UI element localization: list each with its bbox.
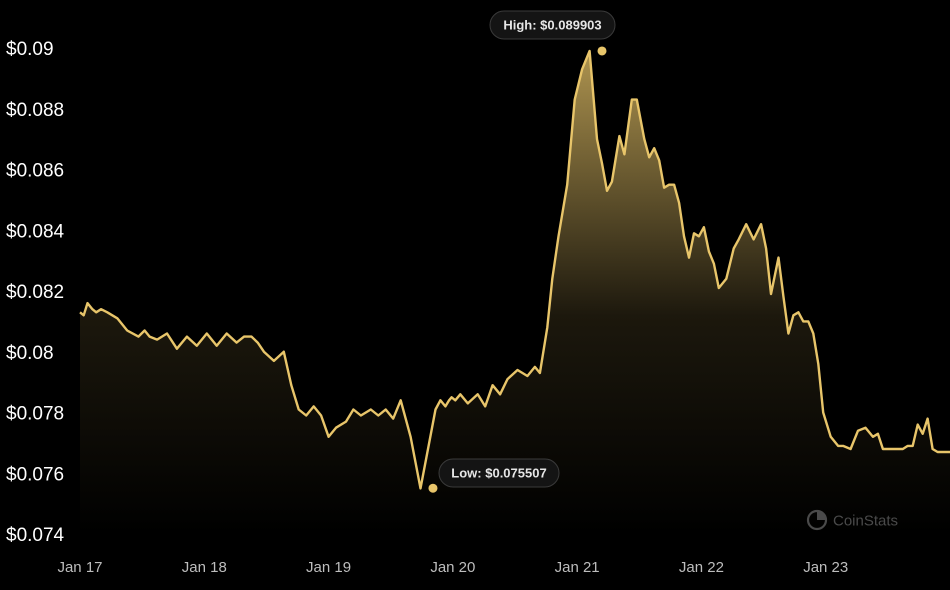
high-point-marker: [597, 46, 607, 56]
coinstats-watermark: CoinStats: [806, 509, 898, 531]
x-tick-label: Jan 21: [555, 559, 600, 576]
x-tick-label: Jan 19: [306, 559, 351, 576]
y-axis: $0.09 $0.088 $0.086 $0.084 $0.082 $0.08 $0.078…: [6, 39, 65, 546]
low-callout: Low: $0.075507: [428, 458, 560, 493]
high-callout-box: [489, 10, 616, 40]
y-tick-label: $0.078: [6, 404, 64, 425]
y-tick-label: $0.086: [6, 161, 64, 182]
x-tick-label: Jan 18: [182, 559, 227, 576]
y-tick-label: $0.074: [6, 525, 65, 546]
price-area-fill: [80, 51, 950, 534]
watermark-label: CoinStats: [833, 513, 898, 530]
y-tick-label: $0.084: [6, 221, 65, 242]
x-tick-label: Jan 23: [803, 559, 848, 576]
high-callout-label: High: $0.089903: [503, 18, 601, 33]
y-tick-label: $0.09: [6, 39, 54, 60]
x-axis: Jan 17 Jan 18 Jan 19 Jan 20 Jan 21 Jan 22 Jan …: [57, 559, 848, 576]
x-tick-label: Jan 17: [57, 559, 102, 576]
price-line: [79, 49, 950, 490]
x-tick-label: Jan 20: [430, 559, 475, 576]
x-tick-label: Jan 22: [679, 559, 724, 576]
coinstats-logo-icon: [806, 509, 828, 531]
y-tick-label: $0.08: [6, 343, 54, 364]
high-callout: High: $0.089903: [489, 10, 616, 56]
low-point-marker: [428, 483, 438, 493]
y-tick-label: $0.088: [6, 100, 64, 121]
y-tick-label: $0.082: [6, 282, 64, 303]
low-callout-label: Low: $0.075507: [451, 466, 546, 481]
low-callout-box: [438, 458, 560, 488]
y-tick-label: $0.076: [6, 464, 64, 485]
